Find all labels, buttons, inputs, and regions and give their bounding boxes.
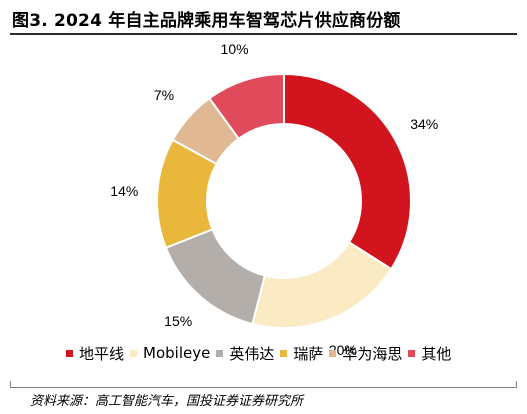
legend-label-3: 瑞萨: [293, 344, 324, 363]
slice-label-2: 15%: [164, 313, 192, 329]
legend-swatch-5: [408, 349, 416, 357]
legend-swatch-3: [280, 349, 288, 357]
slice-label-4: 7%: [154, 87, 174, 103]
chart-legend: 地平线 Mobileye 英伟达 瑞萨 华为海思 其他: [66, 342, 457, 364]
slices-group: [156, 72, 412, 329]
frame-tick-right: [516, 381, 517, 387]
legend-swatch-4: [329, 349, 337, 357]
legend-label-0: 地平线: [79, 344, 125, 363]
frame-tick-left: [10, 381, 11, 387]
legend-item-4: 华为海思: [329, 343, 402, 364]
title-rule: [10, 33, 517, 35]
slice-label-3: 14%: [110, 183, 138, 199]
slice-label-0: 34%: [410, 116, 438, 132]
figure-title: 图3. 2024 年自主品牌乘用车智驾芯片供应商份额: [12, 11, 401, 31]
slice-0: [283, 72, 412, 271]
slice-5: [207, 72, 285, 141]
legend-item-0: 地平线: [66, 343, 124, 364]
legend-swatch-1: [130, 349, 138, 357]
legend-label-4: 华为海思: [342, 344, 403, 363]
slice-2: [164, 228, 267, 326]
legend-swatch-0: [66, 349, 73, 357]
legend-item-2: 英伟达: [216, 343, 274, 364]
legend-swatch-2: [216, 349, 224, 357]
legend-item-3: 瑞萨: [280, 343, 323, 364]
source-note: 资料来源：高工智能汽车，国投证券证券研究所: [30, 394, 304, 409]
legend-label-1: Mobileye: [143, 344, 211, 362]
legend-label-5: 其他: [421, 344, 452, 363]
legend-label-2: 英伟达: [229, 344, 275, 363]
legend-item-5: 其他: [408, 343, 451, 364]
slice-1: [251, 240, 393, 329]
legend-item-1: Mobileye: [130, 344, 210, 362]
slice-label-5: 10%: [221, 41, 249, 57]
source-rule: [10, 387, 517, 388]
